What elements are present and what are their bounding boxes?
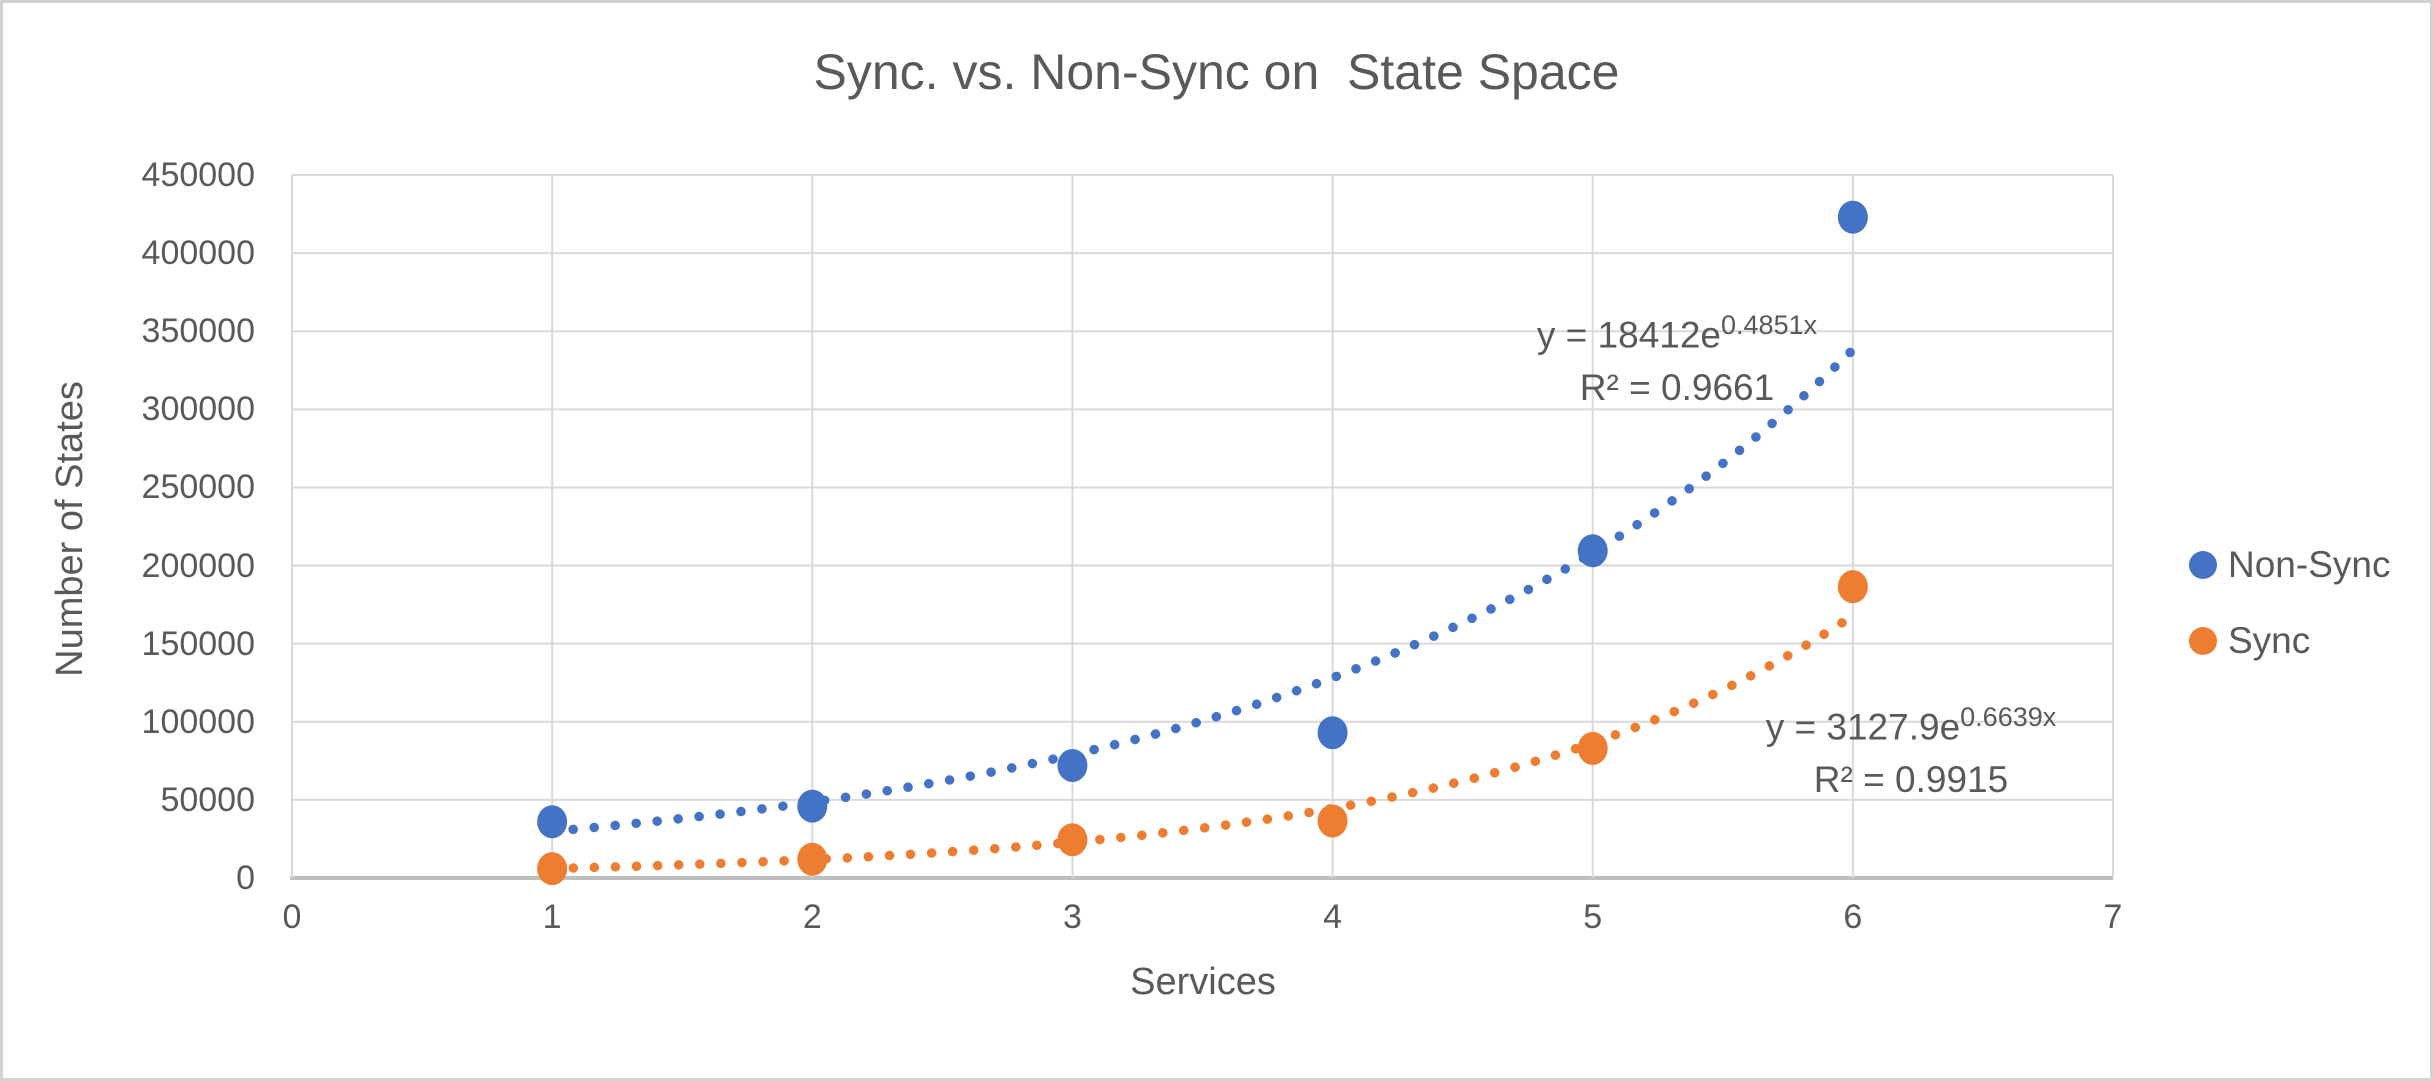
y-tick-label: 450000 <box>141 156 255 194</box>
y-tick-label: 150000 <box>141 624 255 663</box>
equation-exponent-nonsync: 0.4851x <box>1721 310 1818 340</box>
trendline-equation-sync: y = 3127.9e0.6639x R² = 0.9915 <box>1701 691 2121 806</box>
plot-area <box>290 174 2114 886</box>
legend-marker-sync-icon <box>2189 627 2217 655</box>
legend-label-sync: Sync <box>2228 620 2311 661</box>
y-tick-label: 350000 <box>141 312 255 351</box>
x-axis-title: Services <box>1130 961 1276 1003</box>
y-tick-label: 300000 <box>141 390 255 429</box>
chart-title: Sync. vs. Non-Sync on State Space <box>813 44 1620 100</box>
y-tick-label: 50000 <box>160 780 255 819</box>
data-point-sync <box>1577 731 1608 765</box>
equation-base-sync: y = 3127.9e <box>1765 706 1961 748</box>
y-tick-label: 250000 <box>141 468 255 507</box>
x-tick-label: 4 <box>1323 898 1343 936</box>
trendline-equation-nonsync: y = 18412e0.4851x R² = 0.9661 <box>1467 299 1887 414</box>
data-point-non-sync <box>1837 200 1868 234</box>
trendline-non-sync <box>547 344 1858 837</box>
data-point-non-sync <box>1057 749 1088 783</box>
data-point-sync <box>1057 823 1088 857</box>
data-point-sync <box>1317 804 1348 838</box>
x-tick-label: 7 <box>2103 898 2123 936</box>
data-point-sync <box>797 842 828 876</box>
y-tick-label: 0 <box>236 859 255 897</box>
y-tick-label: 200000 <box>141 546 255 585</box>
x-tick-label: 1 <box>542 898 562 936</box>
y-axis-title: Number of States <box>49 381 91 677</box>
data-point-non-sync <box>537 805 568 839</box>
legend-item-nonsync: Non-Sync <box>2189 544 2390 586</box>
r-squared-sync: R² = 0.9915 <box>1813 759 2009 801</box>
data-point-sync <box>1837 570 1868 604</box>
r-squared-nonsync: R² = 0.9661 <box>1579 367 1775 409</box>
trendline-equation-nonsync-line: y = 18412e0.4851x <box>1467 299 1887 361</box>
equation-exponent-sync: 0.6639x <box>1960 702 2057 732</box>
equation-base-nonsync: y = 18412e <box>1536 314 1722 356</box>
data-point-non-sync <box>1577 534 1608 568</box>
x-tick-label: 3 <box>1062 898 1082 936</box>
legend-item-sync: Sync <box>2189 620 2390 662</box>
legend: Non-Sync Sync <box>2189 544 2390 696</box>
data-point-non-sync <box>1317 716 1348 750</box>
y-tick-label: 100000 <box>141 702 255 741</box>
x-tick-label: 0 <box>282 898 302 936</box>
data-point-sync <box>537 852 568 886</box>
legend-marker-nonsync-icon <box>2189 551 2217 579</box>
x-tick-label: 2 <box>802 898 822 936</box>
legend-label-nonsync: Non-Sync <box>2228 544 2391 585</box>
y-tick-label: 400000 <box>141 234 255 273</box>
x-tick-label: 5 <box>1583 898 1603 936</box>
data-point-non-sync <box>797 789 828 823</box>
trendline-equation-sync-line: y = 3127.9e0.6639x <box>1701 691 2121 753</box>
x-tick-label: 6 <box>1843 898 1863 936</box>
trendline-sync <box>547 610 1858 874</box>
